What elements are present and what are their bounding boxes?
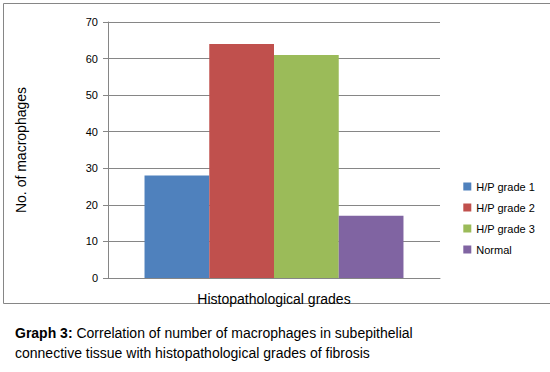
svg-text:30: 30	[86, 162, 98, 174]
svg-text:0: 0	[92, 272, 98, 284]
svg-text:20: 20	[86, 199, 98, 211]
svg-text:50: 50	[86, 89, 98, 101]
svg-text:H/P grade 2: H/P grade 2	[476, 202, 535, 214]
svg-text:Correlation of number of macro: Correlation of number of macrophages in …	[73, 325, 417, 341]
svg-text:Graph 3:: Graph 3:	[15, 325, 73, 341]
svg-text:connective tissue with histopa: connective tissue with histopathological…	[15, 345, 370, 361]
svg-text:40: 40	[86, 126, 98, 138]
svg-text:Histopathological grades: Histopathological grades	[197, 291, 350, 307]
svg-text:70: 70	[86, 16, 98, 28]
svg-text:H/P grade 3: H/P grade 3	[476, 223, 535, 235]
svg-text:60: 60	[86, 53, 98, 65]
svg-text:No. of macrophages: No. of macrophages	[13, 87, 29, 213]
svg-text:H/P grade 1: H/P grade 1	[476, 181, 535, 193]
svg-text:10: 10	[86, 235, 98, 247]
svg-text:Normal: Normal	[476, 244, 511, 256]
